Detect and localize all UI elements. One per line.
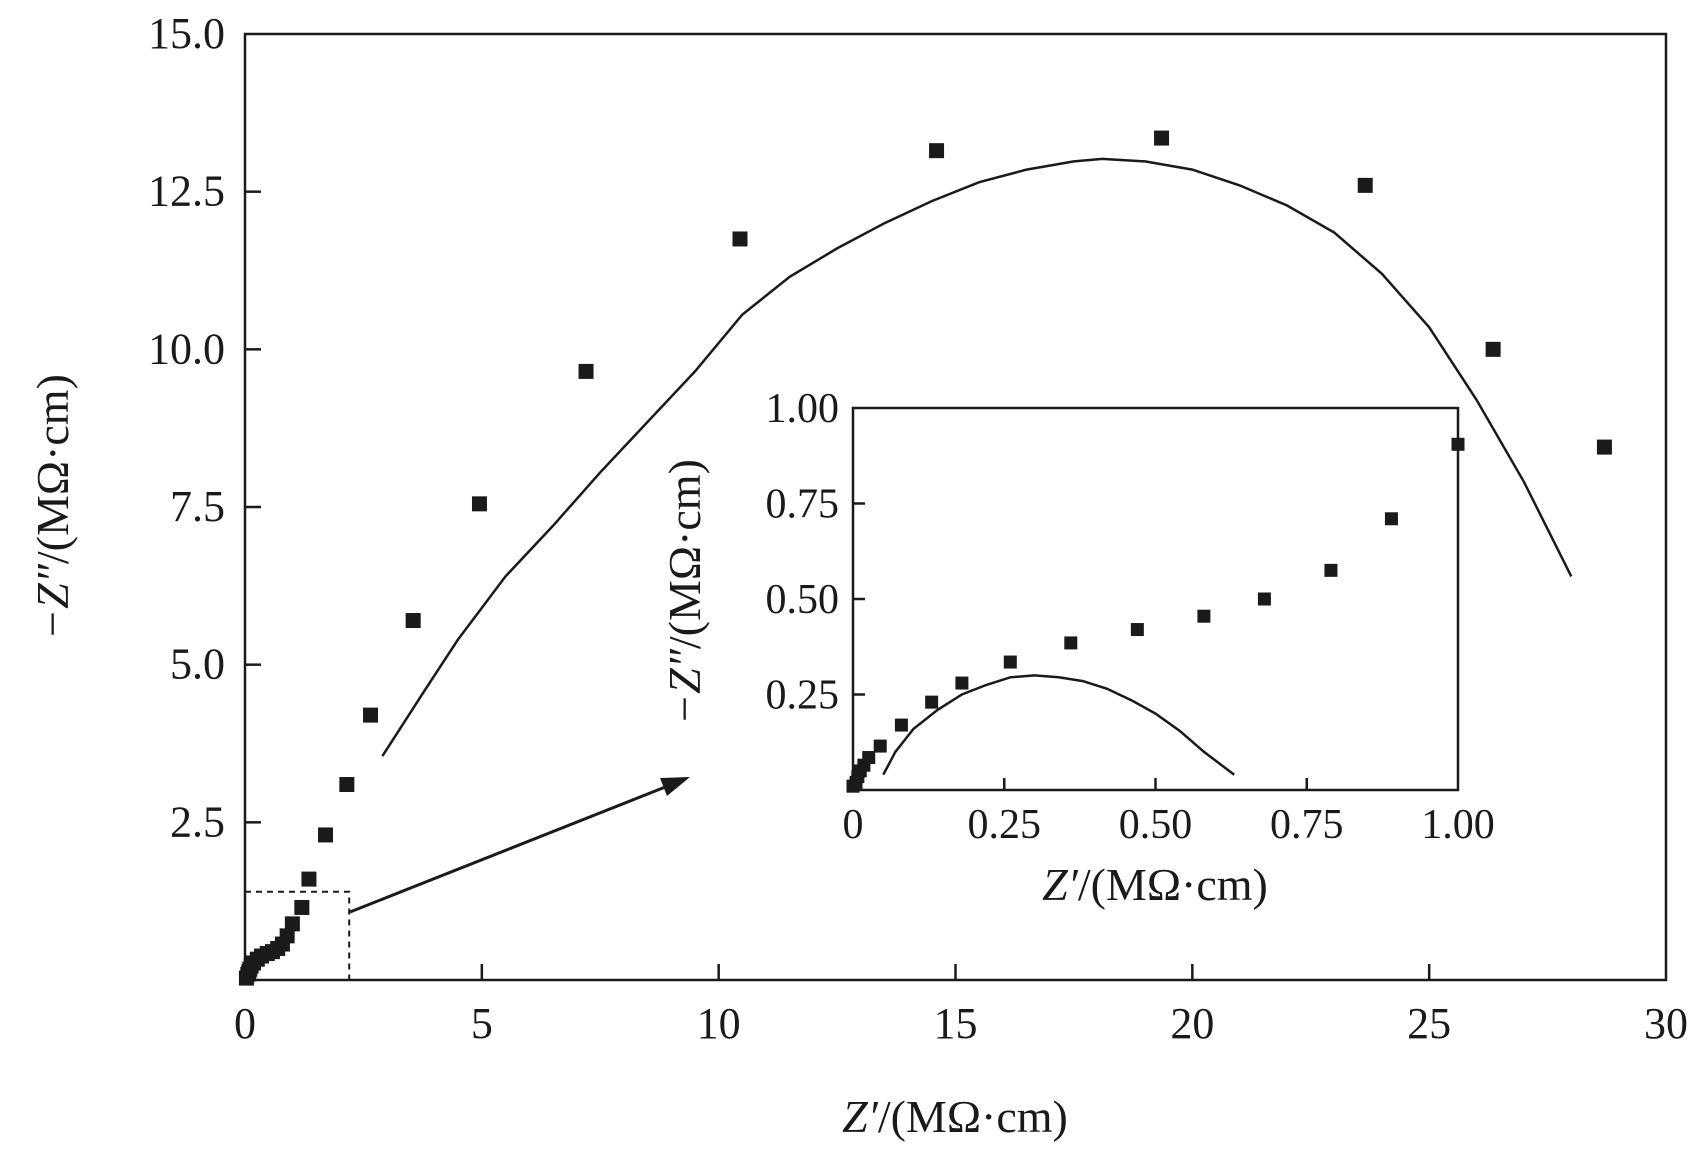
inset-data-points [846, 437, 1465, 793]
inset-y-axis-title: −Z″/(MΩ·cm) [659, 459, 710, 725]
inset-data-point [1384, 512, 1398, 526]
main-data-point [1357, 177, 1373, 193]
inset-y-tick-label: 0.50 [766, 577, 840, 623]
inset-y-tick-label: 1.00 [766, 386, 840, 432]
inset-data-point [862, 751, 876, 765]
main-data-point [301, 871, 317, 887]
inset-data-point [873, 739, 887, 753]
main-y-tick-label: 7.5 [170, 482, 225, 531]
inset-x-axis-title: Z′/(MΩ·cm) [1042, 859, 1268, 910]
main-y-tick-label: 2.5 [170, 797, 225, 846]
main-data-point [279, 928, 295, 944]
main-axes: 0 5 10 15 20 25 30 2.5 5.0 7.5 10.0 12.5 15.0 [148, 9, 1688, 1048]
main-fit-curve [381, 157, 1573, 757]
main-x-tick-label: 10 [697, 999, 741, 1048]
inset-axes: 0 0.25 0.50 0.75 1.00 0.25 0.50 0.75 1.00 [766, 386, 1495, 848]
main-data-point [294, 899, 310, 915]
inset-x-tick-label: 0.75 [1270, 802, 1344, 848]
main-y-axis-title: −Z″/(MΩ·cm) [27, 374, 78, 640]
inset-data-point [1003, 655, 1017, 669]
inset-y-tick-label: 0.75 [766, 482, 840, 528]
main-data-point [1485, 341, 1501, 357]
inset-data-point [1197, 609, 1211, 623]
inset-data-point [894, 718, 908, 732]
main-data-point [578, 363, 594, 379]
main-data-point [929, 143, 945, 159]
main-data-point [363, 707, 379, 723]
main-y-tick-label: 5.0 [170, 640, 225, 689]
main-x-tick-label: 20 [1170, 999, 1214, 1048]
inset-data-point [1451, 437, 1465, 451]
main-data-point [284, 916, 300, 932]
inset-x-tick-label: 0 [843, 802, 864, 848]
main-data-point [1154, 130, 1170, 146]
zoom-arrow [349, 778, 684, 914]
main-data-point [1596, 439, 1612, 455]
main-data-point [339, 776, 355, 792]
inset-x-tick-label: 0.50 [1119, 802, 1193, 848]
inset-x-tick-label: 1.00 [1421, 802, 1495, 848]
main-data-point [318, 827, 334, 843]
inset-data-point [1130, 623, 1144, 637]
main-x-tick-label: 15 [934, 999, 978, 1048]
inset-fit-curve [882, 674, 1235, 776]
main-data-point [732, 231, 748, 247]
inset-plot-frame [851, 406, 1460, 792]
inset-data-point [955, 676, 969, 690]
main-data-point [471, 496, 487, 512]
main-x-tick-label: 30 [1644, 999, 1688, 1048]
main-y-tick-label: 10.0 [148, 324, 225, 373]
inset-data-point [1257, 592, 1271, 606]
inset-x-tick-label: 0.25 [968, 802, 1042, 848]
main-x-tick-label: 0 [234, 999, 256, 1048]
zoom-arrow-head [660, 777, 690, 796]
inset-y-tick-label: 0.25 [766, 673, 840, 719]
inset-data-point [1324, 563, 1338, 577]
inset-data-point [1064, 636, 1078, 650]
main-x-axis-title: Z′/(MΩ·cm) [842, 1091, 1068, 1142]
main-y-tick-label: 15.0 [148, 9, 225, 58]
main-x-tick-label: 5 [471, 999, 493, 1048]
inset-data-point [925, 695, 939, 709]
zoom-region-box [245, 890, 351, 980]
main-data-point [405, 613, 421, 629]
main-data-points [238, 130, 1612, 986]
main-y-tick-label: 12.5 [148, 167, 225, 216]
main-x-tick-label: 25 [1407, 999, 1451, 1048]
